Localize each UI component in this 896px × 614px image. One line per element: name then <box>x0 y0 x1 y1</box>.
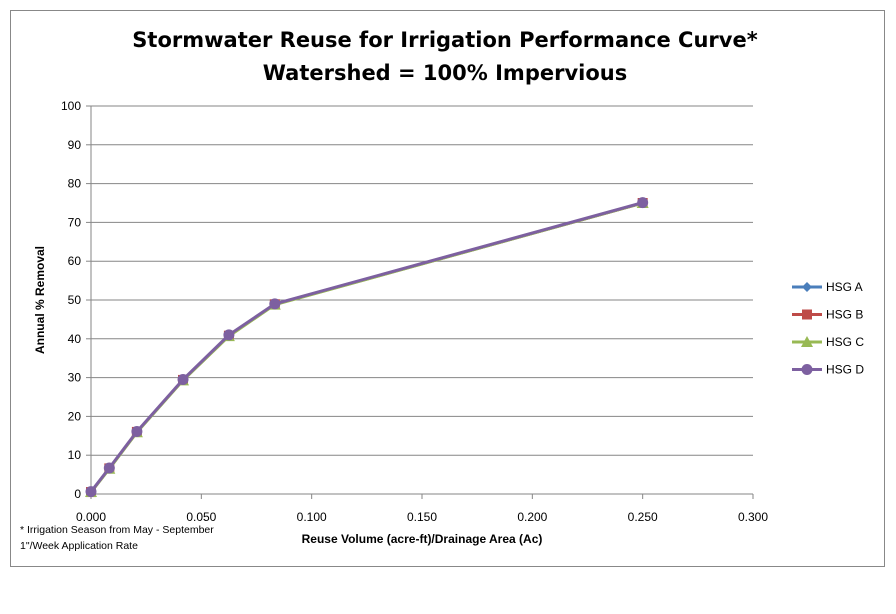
series-line-hsg-c <box>89 201 644 493</box>
y-tick-label: 80 <box>68 177 82 191</box>
legend-label: HSG B <box>826 308 863 322</box>
data-point-hsg-d <box>131 426 143 438</box>
legend-marker <box>802 309 812 320</box>
series-hsg-c <box>85 197 649 498</box>
legend-item-hsg-d: HSG D <box>792 363 864 377</box>
legend-item-hsg-a: HSG A <box>792 280 863 294</box>
legend-label: HSG C <box>826 335 864 349</box>
chart-title: Stormwater Reuse for Irrigation Performa… <box>132 28 757 52</box>
series-hsg-b <box>86 198 648 498</box>
data-point-hsg-d <box>177 374 189 386</box>
data-point-hsg-d <box>637 197 649 209</box>
data-point-hsg-d <box>103 462 115 474</box>
series-line-hsg-b <box>89 201 644 493</box>
legend-marker <box>802 282 812 292</box>
x-axis-label: Reuse Volume (acre-ft)/Drainage Area (Ac… <box>302 532 543 546</box>
y-tick-label: 20 <box>68 409 82 423</box>
series-hsg-a <box>86 198 648 498</box>
x-tick-label: 0.050 <box>186 510 216 524</box>
data-point-hsg-d <box>223 329 235 341</box>
x-tick-label: 0.000 <box>76 510 106 524</box>
x-tick-label: 0.100 <box>297 510 327 524</box>
data-point-hsg-d <box>269 298 281 310</box>
y-axis-label: Annual % Removal <box>33 246 47 354</box>
legend-marker <box>801 336 813 347</box>
x-tick-label: 0.200 <box>517 510 547 524</box>
chart-frame <box>10 10 885 567</box>
y-tick-label: 70 <box>68 215 82 229</box>
legend-item-hsg-c: HSG C <box>792 335 864 349</box>
series-hsg-d <box>85 197 649 498</box>
y-tick-label: 100 <box>61 99 81 113</box>
y-tick-label: 0 <box>74 487 81 501</box>
y-tick-label: 40 <box>68 332 82 346</box>
data-point-hsg-d <box>85 486 97 498</box>
y-tick-label: 10 <box>68 448 82 462</box>
series-line-hsg-a <box>89 201 644 493</box>
x-tick-label: 0.250 <box>628 510 658 524</box>
y-tick-label: 90 <box>68 138 82 152</box>
legend-label: HSG A <box>826 280 863 294</box>
legend-marker <box>801 364 813 375</box>
x-tick-label: 0.150 <box>407 510 437 524</box>
footnote-rate: 1"/Week Application Rate <box>20 540 138 552</box>
series-line-hsg-d <box>89 201 644 493</box>
footnote-season: * Irrigation Season from May - September <box>20 524 214 536</box>
y-tick-label: 50 <box>68 293 82 307</box>
y-tick-label: 60 <box>68 254 82 268</box>
chart-subtitle: Watershed = 100% Impervious <box>263 61 627 85</box>
legend-item-hsg-b: HSG B <box>792 308 863 322</box>
x-tick-label: 0.300 <box>738 510 768 524</box>
legend-label: HSG D <box>826 363 864 377</box>
y-tick-label: 30 <box>68 371 82 385</box>
